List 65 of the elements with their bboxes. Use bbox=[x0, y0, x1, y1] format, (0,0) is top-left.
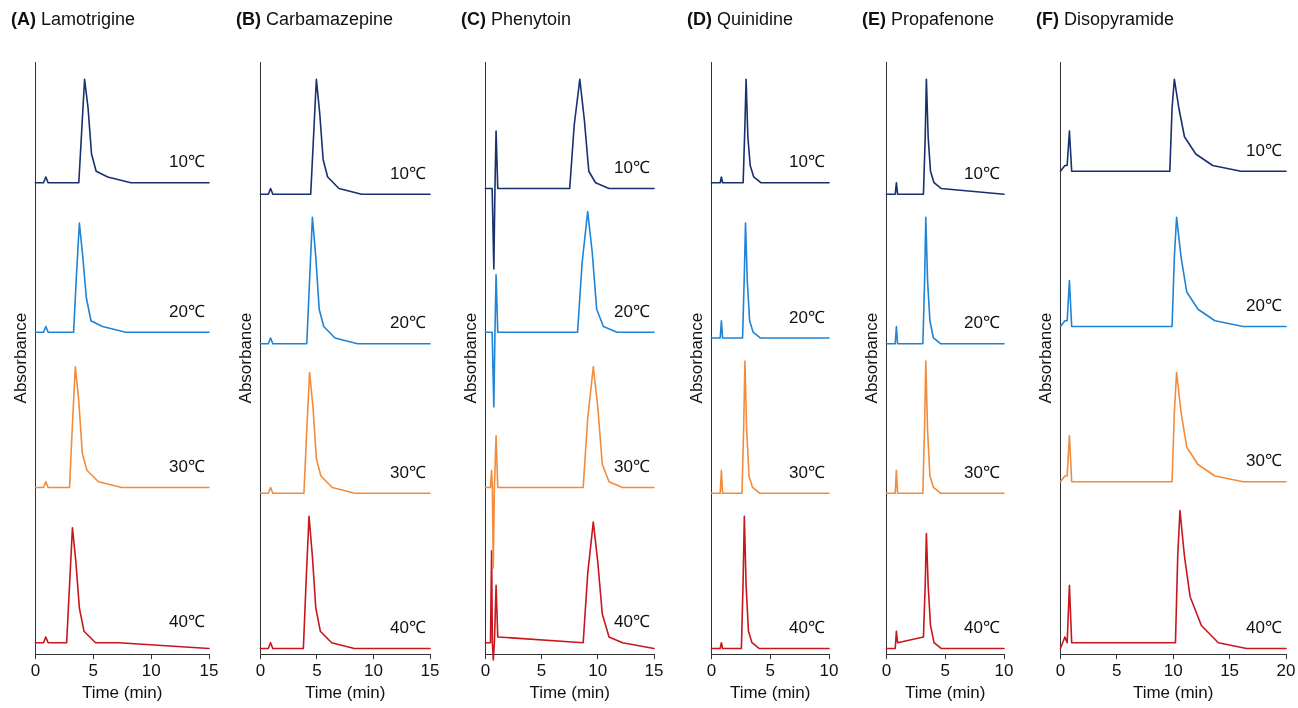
series-label: 20℃ bbox=[390, 313, 426, 333]
series-label: 10℃ bbox=[169, 152, 205, 172]
y-axis-title: Absorbance bbox=[686, 312, 706, 404]
series-label: 20℃ bbox=[614, 301, 650, 321]
series-label: 30℃ bbox=[964, 462, 1000, 482]
series-label: 30℃ bbox=[789, 462, 825, 482]
series-label: 40℃ bbox=[1246, 618, 1282, 638]
x-axis-title: Time (min) bbox=[904, 683, 986, 703]
x-tick-label: 5 bbox=[88, 661, 98, 681]
series-label: 20℃ bbox=[1246, 296, 1282, 316]
x-tick-label: 0 bbox=[255, 661, 266, 681]
x-axis-title: Time (min) bbox=[1132, 683, 1214, 703]
series-label: 20℃ bbox=[789, 307, 825, 327]
chart-title: (F) Disopyramide bbox=[1036, 9, 1175, 30]
x-tick-label: 15 bbox=[644, 661, 664, 681]
series-label: 10℃ bbox=[390, 163, 426, 183]
series-label: 30℃ bbox=[1246, 451, 1282, 471]
y-axis-title: Absorbance bbox=[235, 312, 255, 404]
x-tick-label: 0 bbox=[1055, 661, 1066, 681]
x-tick-label: 5 bbox=[536, 661, 547, 681]
x-tick-label: 20 bbox=[1276, 661, 1296, 681]
x-tick-label: 5 bbox=[312, 661, 322, 681]
series-label: 40℃ bbox=[169, 612, 205, 632]
x-axis-title: Time (min) bbox=[729, 683, 811, 703]
series-label: 40℃ bbox=[390, 618, 426, 638]
series-label: 40℃ bbox=[614, 612, 650, 632]
x-tick-label: 0 bbox=[30, 661, 41, 681]
x-axis-title: Time (min) bbox=[529, 683, 610, 703]
series-label: 30℃ bbox=[614, 457, 650, 477]
x-axis-title: Time (min) bbox=[81, 683, 163, 703]
x-tick-label: 5 bbox=[940, 661, 950, 681]
x-tick-label: 0 bbox=[881, 661, 892, 681]
y-axis-title: Absorbance bbox=[861, 312, 881, 404]
chart-title: (C) Phenytoin bbox=[461, 9, 572, 30]
chart-title: (E) Propafenone bbox=[862, 9, 995, 30]
x-tick-label: 10 bbox=[588, 661, 608, 681]
x-tick-label: 15 bbox=[199, 661, 219, 681]
chart-title: (B) Carbamazepine bbox=[236, 9, 394, 30]
series-label: 10℃ bbox=[789, 152, 825, 172]
series-label: 40℃ bbox=[964, 618, 1000, 638]
x-axis-title: Time (min) bbox=[304, 683, 386, 703]
chart-title: (D) Quinidine bbox=[687, 9, 794, 30]
x-tick-label: 0 bbox=[706, 661, 717, 681]
x-tick-label: 5 bbox=[765, 661, 775, 681]
series-label: 10℃ bbox=[1246, 140, 1282, 160]
y-axis-title: Absorbance bbox=[460, 312, 480, 404]
x-tick-label: 0 bbox=[480, 661, 491, 681]
series-label: 30℃ bbox=[169, 457, 205, 477]
x-tick-label: 15 bbox=[420, 661, 440, 681]
chart-title: (A) Lamotrigine bbox=[11, 9, 136, 30]
x-tick-label: 10 bbox=[994, 661, 1014, 681]
series-label: 20℃ bbox=[964, 313, 1000, 333]
y-axis-title: Absorbance bbox=[10, 312, 30, 404]
x-tick-label: 5 bbox=[1112, 661, 1122, 681]
x-tick-label: 10 bbox=[364, 661, 383, 681]
series-label: 10℃ bbox=[614, 158, 650, 178]
series-label: 20℃ bbox=[169, 301, 205, 321]
x-tick-label: 10 bbox=[819, 661, 839, 681]
series-label: 40℃ bbox=[789, 618, 825, 638]
series-label: 30℃ bbox=[390, 462, 426, 482]
y-axis-title: Absorbance bbox=[1035, 312, 1055, 404]
x-tick-label: 15 bbox=[1220, 661, 1240, 681]
series-label: 10℃ bbox=[964, 163, 1000, 183]
x-tick-label: 10 bbox=[141, 661, 161, 681]
x-tick-label: 10 bbox=[1163, 661, 1183, 681]
